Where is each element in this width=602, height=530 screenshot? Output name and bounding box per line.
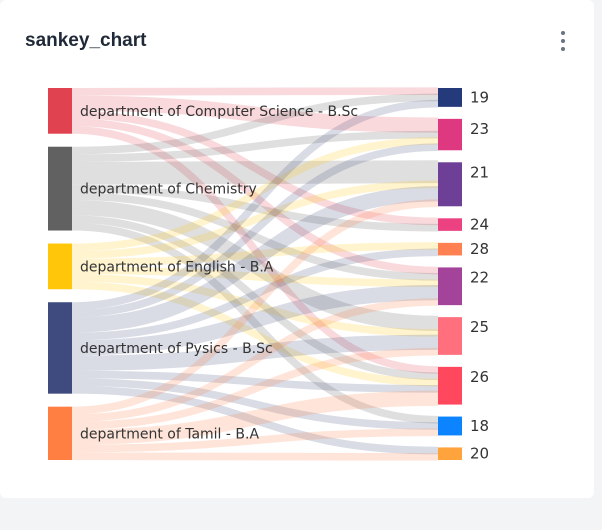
card-title: sankey_chart — [25, 30, 147, 51]
target-label-19: 19 — [470, 88, 489, 106]
target-node-25[interactable] — [438, 317, 462, 355]
links-layer — [71, 87, 439, 461]
link-department-of-tamil-b-a-to-26[interactable] — [71, 390, 439, 445]
link-department-of-computer-science-b-sc-to-26[interactable] — [71, 126, 439, 374]
target-node-19[interactable] — [438, 88, 462, 107]
target-node-26[interactable] — [438, 366, 462, 405]
link-department-of-tamil-b-a-to-25[interactable] — [71, 347, 439, 430]
link-department-of-tamil-b-a-to-22[interactable] — [71, 298, 439, 422]
link-department-of-chemistry-to-26[interactable] — [71, 215, 439, 381]
link-department-of-tamil-b-a-to-18[interactable] — [71, 428, 439, 453]
source-node-department-of-chemistry[interactable] — [48, 146, 72, 231]
link-department-of-chemistry-to-18[interactable] — [71, 222, 439, 424]
link-department-of-tamil-b-a-to-21[interactable] — [71, 199, 439, 415]
target-node-18[interactable] — [438, 416, 462, 436]
nodes-layer — [48, 88, 462, 460]
target-node-24[interactable] — [438, 218, 462, 231]
link-department-of-pysics-b-sc-to-28[interactable] — [71, 248, 439, 341]
link-department-of-computer-science-b-sc-to-23[interactable] — [71, 95, 439, 133]
target-label-22: 22 — [470, 268, 489, 286]
link-department-of-chemistry-to-25[interactable] — [71, 200, 439, 332]
link-department-of-english-b-a-to-22[interactable] — [71, 266, 439, 287]
target-label-18: 18 — [470, 417, 489, 435]
source-node-department-of-tamil-b-a[interactable] — [48, 406, 72, 460]
target-label-21: 21 — [470, 163, 489, 181]
target-label-26: 26 — [470, 368, 489, 386]
link-department-of-pysics-b-sc-to-22[interactable] — [71, 284, 439, 356]
link-department-of-pysics-b-sc-to-25[interactable] — [71, 334, 439, 371]
link-department-of-computer-science-b-sc-to-22[interactable] — [71, 118, 439, 275]
source-node-department-of-pysics-b-sc[interactable] — [48, 302, 72, 394]
source-label-department-of-computer-science-b-sc: department of Computer Science - B.Sc — [80, 104, 358, 120]
link-department-of-english-b-a-to-26[interactable] — [71, 281, 439, 387]
source-label-department-of-tamil-b-a: department of Tamil - B.A — [80, 426, 259, 442]
labels-layer: department of Computer Science - B.Sc dep… — [80, 88, 489, 462]
target-node-21[interactable] — [438, 162, 462, 207]
link-department-of-pysics-b-sc-to-21[interactable] — [71, 186, 439, 333]
target-node-23[interactable] — [438, 118, 462, 151]
more-vertical-icon[interactable] — [553, 28, 573, 54]
link-department-of-chemistry-to-22[interactable] — [71, 192, 439, 281]
link-department-of-chemistry-to-24[interactable] — [71, 184, 439, 232]
target-node-22[interactable] — [438, 267, 462, 306]
link-department-of-english-b-a-to-23[interactable] — [71, 137, 439, 252]
target-label-24: 24 — [470, 216, 489, 234]
link-department-of-english-b-a-to-25[interactable] — [71, 274, 439, 337]
link-department-of-pysics-b-sc-to-19[interactable] — [71, 99, 439, 310]
source-node-department-of-computer-science-b-sc[interactable] — [48, 88, 72, 134]
source-node-department-of-english-b-a[interactable] — [48, 243, 72, 290]
source-label-department-of-pysics-b-sc: department of Pysics - B.Sc — [80, 341, 273, 357]
link-department-of-chemistry-to-21[interactable] — [71, 160, 439, 185]
target-node-20[interactable] — [438, 447, 462, 460]
source-label-department-of-english-b-a: department of English - B.A — [80, 259, 274, 275]
target-label-28: 28 — [470, 240, 489, 258]
link-department-of-english-b-a-to-28[interactable] — [71, 242, 439, 267]
link-department-of-pysics-b-sc-to-20[interactable] — [71, 386, 439, 455]
source-label-department-of-chemistry: department of Chemistry — [80, 182, 257, 198]
link-department-of-pysics-b-sc-to-23[interactable] — [71, 143, 439, 318]
target-label-20: 20 — [470, 445, 489, 463]
link-department-of-computer-science-b-sc-to-24[interactable] — [71, 110, 439, 226]
target-label-25: 25 — [470, 318, 489, 336]
link-department-of-pysics-b-sc-to-18[interactable] — [71, 378, 439, 430]
link-department-of-pysics-b-sc-to-26[interactable] — [71, 370, 439, 393]
link-department-of-tamil-b-a-to-20[interactable] — [71, 452, 439, 461]
target-node-28[interactable] — [438, 242, 462, 256]
link-department-of-english-b-a-to-21[interactable] — [71, 180, 439, 259]
link-department-of-computer-science-b-sc-to-19[interactable] — [71, 87, 439, 96]
chart-card: sankey_chart — [0, 0, 594, 498]
link-department-of-chemistry-to-19[interactable] — [71, 93, 439, 155]
link-department-of-chemistry-to-23[interactable] — [71, 130, 439, 162]
target-label-23: 23 — [470, 120, 489, 138]
